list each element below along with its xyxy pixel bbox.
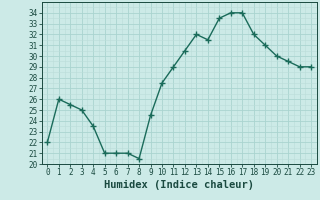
X-axis label: Humidex (Indice chaleur): Humidex (Indice chaleur): [104, 180, 254, 190]
